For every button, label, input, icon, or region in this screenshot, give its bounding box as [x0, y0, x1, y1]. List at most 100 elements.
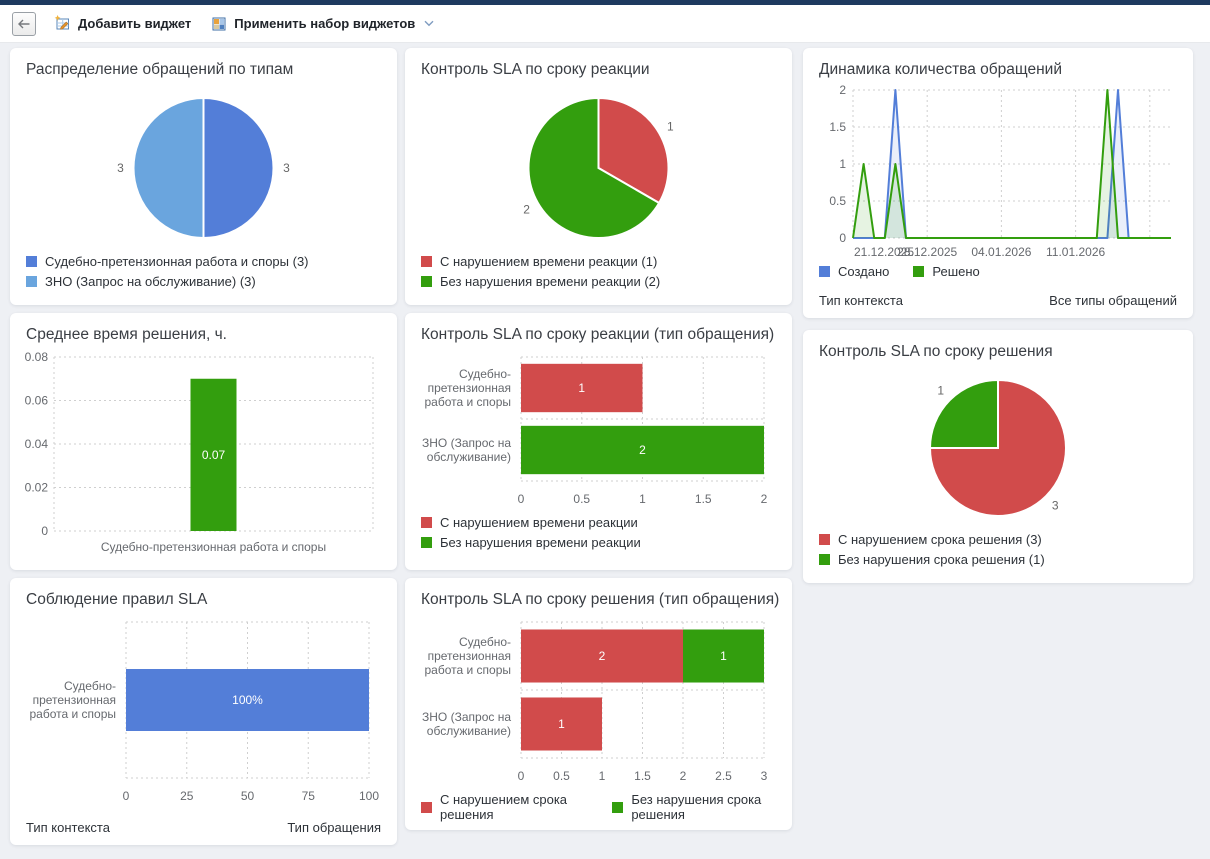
- legend-swatch: [819, 266, 830, 277]
- legend-label: Без нарушения срока решения: [631, 792, 762, 822]
- board-column-3: Динамика количества обращений 0 0.5 1 1.5 2 2…: [803, 48, 1193, 583]
- svg-text:2: 2: [639, 443, 646, 457]
- svg-text:1.5: 1.5: [829, 120, 846, 134]
- svg-text:0: 0: [518, 492, 525, 506]
- legend-swatch: [421, 801, 432, 813]
- chart-legend: Создано Решено: [819, 264, 1179, 279]
- chart-legend: С нарушением времени реакции (1) Без нару…: [421, 254, 778, 289]
- legend-swatch: [421, 256, 432, 267]
- svg-text:0.06: 0.06: [25, 394, 49, 408]
- svg-text:1: 1: [578, 381, 585, 395]
- svg-text:1.5: 1.5: [634, 769, 651, 783]
- legend-swatch: [421, 537, 432, 548]
- svg-text:Судебно-претензионная работа и: Судебно-претензионная работа и споры: [101, 540, 326, 554]
- legend-item: Без нарушения времени реакции (2): [421, 274, 778, 289]
- widget-title: Соблюдение правил SLA: [26, 591, 208, 608]
- svg-text:0.5: 0.5: [553, 769, 570, 783]
- svg-text:0.04: 0.04: [25, 437, 49, 451]
- add-widget-button[interactable]: Добавить виджет: [52, 11, 193, 36]
- widget-title: Динамика количества обращений: [819, 61, 1062, 78]
- svg-text:ЗНО (Запрос на: ЗНО (Запрос на: [422, 436, 511, 450]
- svg-text:0.07: 0.07: [202, 448, 226, 462]
- svg-text:3: 3: [1052, 498, 1059, 512]
- bar-chart-avg-resolution-time[interactable]: 0 0.02 0.04 0.06 0.08 0.07 Судебно-претензионн…: [24, 349, 383, 557]
- svg-text:2: 2: [839, 84, 846, 97]
- widget-sla-reaction-by-type: Контроль SLA по сроку реакции (тип обращ…: [405, 313, 792, 570]
- legend-label: ЗНО (Запрос на обслуживание) (3): [45, 274, 256, 289]
- bar-chart-sla-reaction-by-type[interactable]: 0 0.5 1 1.5 2 1 Судебно-претензионная работа и …: [419, 349, 778, 513]
- toolbar: Добавить виджет Применить набор виджетов: [0, 5, 1210, 43]
- widget-avg-resolution-time: Среднее время решения, ч. 0 0.02 0.04 0.06 0…: [10, 313, 397, 570]
- svg-text:ЗНО (Запрос на: ЗНО (Запрос на: [422, 710, 511, 724]
- chevron-down-icon: [424, 20, 434, 27]
- widget-title: Контроль SLA по сроку решения (тип обращ…: [421, 591, 780, 608]
- svg-text:21.12.2025: 21.12.2025: [854, 245, 914, 259]
- legend-label: Без нарушения срока решения (1): [838, 552, 1045, 567]
- bar-chart-sla-rules-compliance[interactable]: 0 25 50 75 100 100% Судебно-претензионная работ…: [24, 614, 383, 810]
- legend-swatch: [421, 517, 432, 528]
- legend-item: Судебно-претензионная работа и споры (3): [26, 254, 383, 269]
- svg-text:2: 2: [761, 492, 768, 506]
- svg-text:3: 3: [283, 161, 290, 175]
- svg-text:2: 2: [599, 649, 606, 663]
- svg-text:1: 1: [599, 769, 606, 783]
- svg-text:0: 0: [123, 789, 130, 803]
- legend-label: С нарушением времени реакции: [440, 515, 638, 530]
- svg-text:1: 1: [667, 120, 674, 134]
- arrow-left-icon: [17, 18, 31, 30]
- footer-request-type-label: Тип обращения: [287, 820, 381, 835]
- chart-legend: Судебно-претензионная работа и споры (3)…: [26, 254, 383, 289]
- svg-text:Судебно-: Судебно-: [459, 367, 511, 381]
- svg-text:претензионная: претензионная: [428, 649, 511, 663]
- svg-text:претензионная: претензионная: [33, 693, 116, 707]
- back-button[interactable]: [12, 11, 36, 36]
- widget-title: Распределение обращений по типам: [26, 61, 294, 78]
- widget-title: Контроль SLA по сроку реакции: [421, 61, 650, 78]
- svg-text:работа и споры: работа и споры: [424, 663, 511, 677]
- legend-label: Решено: [932, 264, 980, 279]
- svg-text:1: 1: [558, 717, 565, 731]
- apply-widget-set-label: Применить набор виджетов: [234, 16, 416, 31]
- chart-legend: С нарушением времени реакции Без нарушени…: [421, 515, 778, 550]
- legend-label: С нарушением времени реакции (1): [440, 254, 658, 269]
- legend-swatch: [612, 801, 624, 813]
- add-widget-icon: [54, 15, 71, 32]
- line-chart-requests-dynamics[interactable]: 0 0.5 1 1.5 2 21.12.2025 28.12.2025 04.01.2026 1…: [817, 84, 1179, 262]
- legend-label: С нарушением срока решения: [440, 792, 568, 822]
- legend-label: С нарушением срока решения (3): [838, 532, 1042, 547]
- legend-swatch: [26, 276, 37, 287]
- svg-text:1.5: 1.5: [695, 492, 712, 506]
- svg-text:1: 1: [639, 492, 646, 506]
- footer-context-type-label: Тип контекста: [819, 293, 903, 308]
- svg-text:0.5: 0.5: [829, 194, 846, 208]
- legend-label: Без нарушения времени реакции: [440, 535, 641, 550]
- widget-footer: Тип контекста Тип обращения: [24, 815, 383, 837]
- widget-sla-rules-compliance: Соблюдение правил SLA 0 25 50 75 100 100% Суде…: [10, 578, 397, 845]
- footer-all-request-types-label: Все типы обращений: [1049, 293, 1177, 308]
- chart-legend: С нарушением срока решения Без нарушения …: [421, 792, 778, 822]
- svg-text:3: 3: [117, 161, 124, 175]
- legend-item: Создано: [819, 264, 889, 279]
- top-accent-bar: [0, 0, 1210, 5]
- legend-label: Судебно-претензионная работа и споры (3): [45, 254, 309, 269]
- svg-text:0: 0: [839, 231, 846, 245]
- legend-item: С нарушением срока решения: [421, 792, 584, 822]
- apply-widget-set-button[interactable]: Применить набор виджетов: [209, 12, 436, 36]
- widget-footer: Тип контекста Все типы обращений: [817, 288, 1179, 310]
- svg-text:1: 1: [720, 649, 727, 663]
- bar-chart-sla-resolution-by-type[interactable]: 0 0.5 1 1.5 2 2.5 3 2 1 Судебно-претензионная рабо…: [419, 614, 778, 790]
- svg-text:0.02: 0.02: [25, 481, 49, 495]
- svg-text:Судебно-: Судебно-: [64, 679, 116, 693]
- widget-sla-resolution-by-type: Контроль SLA по сроку решения (тип обращ…: [405, 578, 792, 830]
- svg-text:претензионная: претензионная: [428, 381, 511, 395]
- svg-text:11.01.2026: 11.01.2026: [1046, 245, 1105, 259]
- legend-swatch: [26, 256, 37, 267]
